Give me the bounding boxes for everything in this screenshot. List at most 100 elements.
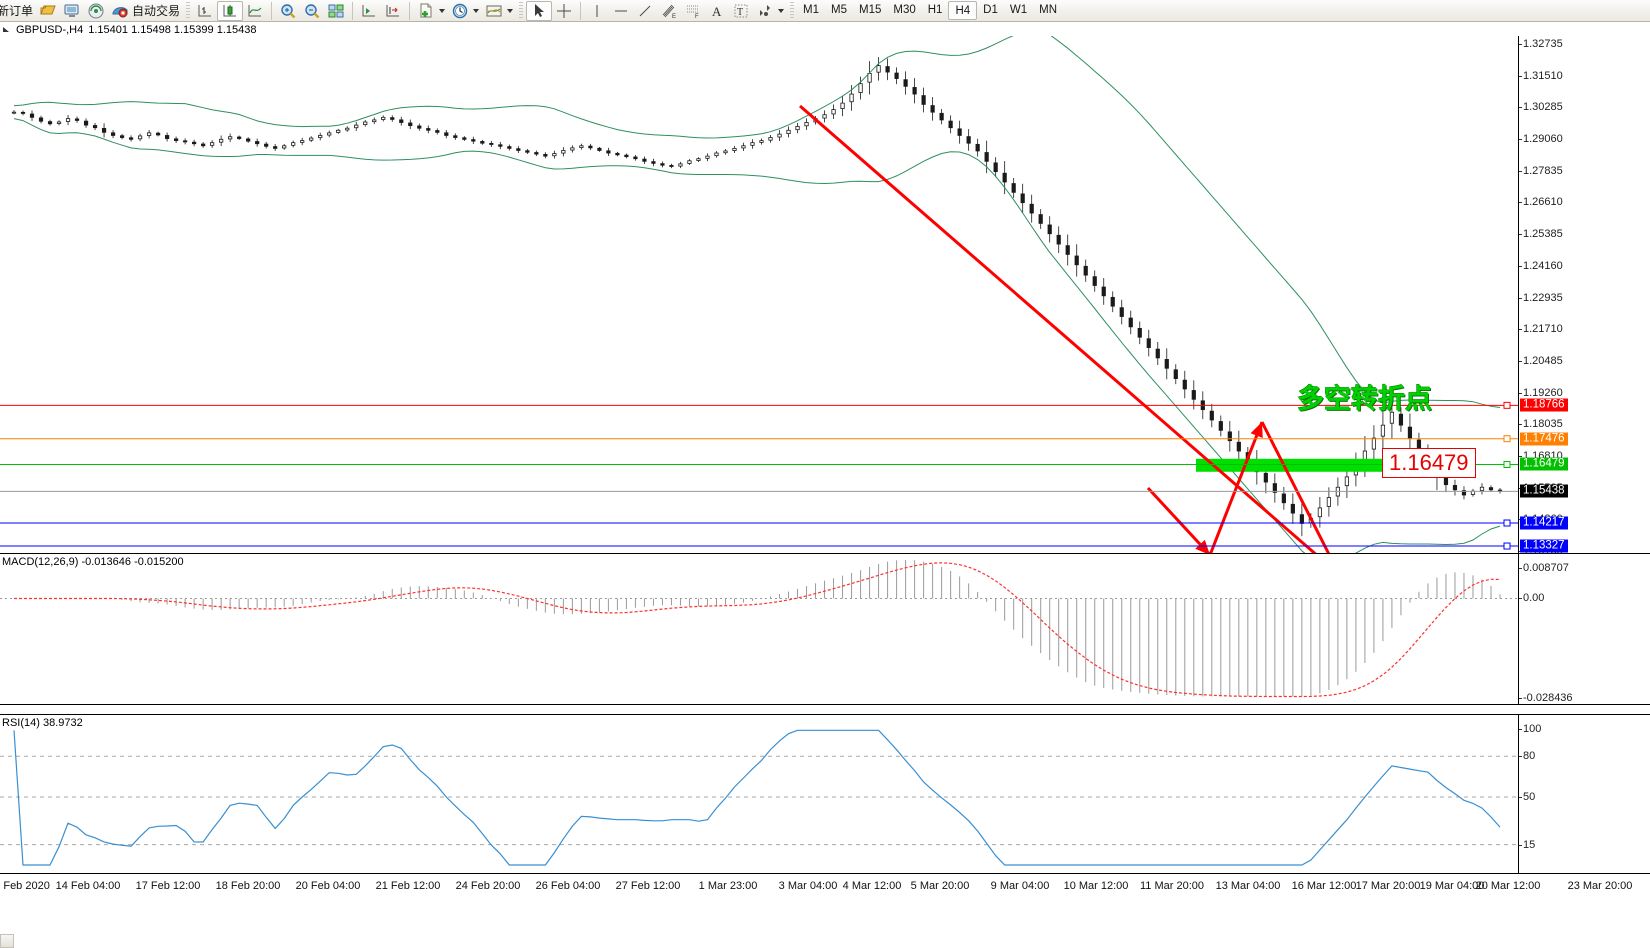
bollinger-bands bbox=[13, 36, 1501, 553]
rsi-plot[interactable] bbox=[0, 715, 1518, 875]
timeframe-d1[interactable]: D1 bbox=[983, 4, 998, 16]
profiles-icon-button[interactable] bbox=[36, 1, 60, 21]
rsi-pane[interactable]: RSI(14) 38.9732 100 80 50 15 bbox=[0, 714, 1650, 874]
timeframe-h1[interactable]: H1 bbox=[927, 4, 943, 16]
chevron-down-icon-2[interactable] bbox=[473, 8, 480, 13]
grid-windows-icon bbox=[327, 2, 345, 20]
current-price-line-tag[interactable]: 1.15438 bbox=[1520, 484, 1568, 498]
auto-scroll-button[interactable] bbox=[381, 1, 405, 21]
chart-collapse-icon[interactable] bbox=[2, 25, 11, 34]
text-label-tool-button[interactable]: T bbox=[729, 1, 753, 21]
timeframe-m30[interactable]: M30 bbox=[893, 4, 916, 16]
horizontal-line-icon bbox=[612, 2, 630, 20]
time-axis[interactable]: 2 Feb 2020 14 Feb 04:00 17 Feb 12:00 18 Feb… bbox=[0, 880, 1632, 898]
resistance-line-handle[interactable] bbox=[1503, 401, 1511, 409]
macd-signal-line bbox=[14, 562, 1501, 698]
timeframe-m15[interactable]: M15 bbox=[859, 4, 882, 16]
toolbar-separator-4 bbox=[580, 1, 582, 20]
rsi-tick: 80 bbox=[1518, 750, 1536, 763]
price-chart-pane[interactable]: 1.32735 1.31510 1.30285 1.29060 1.27835 1.266… bbox=[0, 36, 1650, 557]
toolbar-separator-3 bbox=[409, 1, 411, 20]
time-axis-label: 2 Feb 2020 bbox=[0, 880, 50, 892]
time-axis-label: 19 Mar 04:00 bbox=[1419, 880, 1485, 892]
zoom-in-button[interactable] bbox=[276, 1, 300, 21]
timeframe-mn[interactable]: MN bbox=[1039, 4, 1057, 16]
macd-plot[interactable] bbox=[0, 554, 1518, 706]
rsi-axis[interactable]: 100 80 50 15 bbox=[1518, 715, 1650, 873]
time-axis-label: 10 Mar 12:00 bbox=[1063, 880, 1129, 892]
support-line-2-handle[interactable] bbox=[1503, 542, 1511, 550]
svg-text:A: A bbox=[712, 4, 722, 19]
tile-windows-button[interactable] bbox=[324, 1, 348, 21]
target-line-tag[interactable]: 1.16479 bbox=[1520, 457, 1568, 471]
cursor-tool-button[interactable] bbox=[526, 0, 553, 21]
macd-axis[interactable]: 0.008707 0.00 -0.028436 bbox=[1518, 554, 1650, 704]
time-axis-label: 13 Mar 04:00 bbox=[1215, 880, 1281, 892]
crosshair-icon bbox=[555, 2, 573, 20]
toolbar-grip-2[interactable] bbox=[519, 1, 524, 20]
period-button[interactable] bbox=[448, 1, 482, 21]
timeframe-m1[interactable]: M1 bbox=[803, 4, 820, 16]
macd-tick: 0.008707 bbox=[1519, 562, 1569, 574]
main-toolbar[interactable]: 新订单 bbox=[0, 0, 1650, 22]
chevron-down-icon-4[interactable] bbox=[778, 8, 785, 13]
time-axis-label: 11 Mar 20:00 bbox=[1139, 880, 1205, 892]
new-chart-button[interactable] bbox=[414, 1, 448, 21]
crosshair-tool-button[interactable] bbox=[552, 1, 576, 21]
orange-line-tag[interactable]: 1.17476 bbox=[1520, 432, 1568, 446]
equidistant-channel-button[interactable]: E bbox=[657, 1, 681, 21]
bar-chart-button[interactable] bbox=[193, 1, 217, 21]
chart-shift-button[interactable] bbox=[357, 1, 381, 21]
text-label-icon: T bbox=[732, 2, 750, 20]
price-axis[interactable]: 1.32735 1.31510 1.30285 1.29060 1.27835 1.266… bbox=[1518, 36, 1650, 557]
rsi-label: RSI(14) 38.9732 bbox=[2, 717, 83, 729]
toolbar-grip-3[interactable] bbox=[790, 1, 795, 20]
autotrading-label: 自动交易 bbox=[132, 4, 181, 18]
price-plot[interactable] bbox=[0, 36, 1518, 553]
autotrading-button[interactable]: 自动交易 bbox=[108, 1, 183, 21]
time-axis-label: 17 Mar 20:00 bbox=[1355, 880, 1421, 892]
new-order-button[interactable]: 新订单 bbox=[0, 1, 36, 21]
market-watch-button[interactable] bbox=[60, 1, 84, 21]
support-line-2-tag[interactable]: 1.13327 bbox=[1520, 539, 1568, 553]
chart-ohlc: 1.15401 1.15498 1.15399 1.15438 bbox=[88, 23, 257, 36]
text-tool-button[interactable]: A bbox=[705, 1, 729, 21]
timeframe-w1[interactable]: W1 bbox=[1009, 4, 1028, 16]
timeframe-h4[interactable]: H4 bbox=[948, 1, 978, 20]
data-window-button[interactable] bbox=[84, 1, 108, 21]
candlestick-chart-button[interactable] bbox=[217, 0, 244, 21]
price-tick: 1.30285 bbox=[1519, 101, 1563, 114]
time-axis-label: 16 Mar 12:00 bbox=[1291, 880, 1357, 892]
chart-header: GBPUSD-,H4 1.15401 1.15498 1.15399 1.154… bbox=[0, 23, 1650, 36]
time-axis-label: 20 Feb 04:00 bbox=[295, 880, 361, 892]
support-line-1-handle[interactable] bbox=[1503, 519, 1511, 527]
template-chart-icon bbox=[485, 2, 503, 20]
line-chart-button[interactable] bbox=[243, 1, 267, 21]
candlestick-icon bbox=[221, 2, 239, 20]
svg-text:E: E bbox=[672, 14, 676, 20]
chevron-down-icon[interactable] bbox=[439, 8, 446, 13]
chevron-down-icon-3[interactable] bbox=[507, 8, 514, 13]
support-line-1-tag[interactable]: 1.14217 bbox=[1520, 516, 1568, 530]
trendline-icon bbox=[636, 2, 654, 20]
macd-pane[interactable]: MACD(12,26,9) -0.013646 -0.015200 0.0087… bbox=[0, 553, 1650, 705]
time-axis-label: 1 Mar 23:00 bbox=[698, 880, 758, 892]
autotrading-icon bbox=[111, 2, 129, 20]
toolbar-grip[interactable] bbox=[186, 1, 191, 20]
zoom-out-button[interactable] bbox=[300, 1, 324, 21]
price-tick: 1.22935 bbox=[1519, 291, 1563, 304]
arrows-tool-button[interactable] bbox=[753, 1, 787, 21]
vertical-line-tool-button[interactable] bbox=[585, 1, 609, 21]
target-line-handle[interactable] bbox=[1503, 460, 1511, 468]
orange-line-handle[interactable] bbox=[1503, 435, 1511, 443]
scrollbar-corner[interactable] bbox=[0, 934, 14, 948]
resistance-line-tag[interactable]: 1.18766 bbox=[1520, 398, 1568, 412]
price-tick: 1.24160 bbox=[1519, 259, 1563, 272]
channel-icon: E bbox=[660, 2, 678, 20]
fibonacci-tool-button[interactable]: F bbox=[681, 1, 705, 21]
trend-arrows[interactable] bbox=[799, 104, 1342, 553]
trendline-tool-button[interactable] bbox=[633, 1, 657, 21]
horizontal-line-tool-button[interactable] bbox=[609, 1, 633, 21]
timeframe-m5[interactable]: M5 bbox=[831, 4, 847, 16]
templates-button[interactable] bbox=[482, 1, 516, 21]
